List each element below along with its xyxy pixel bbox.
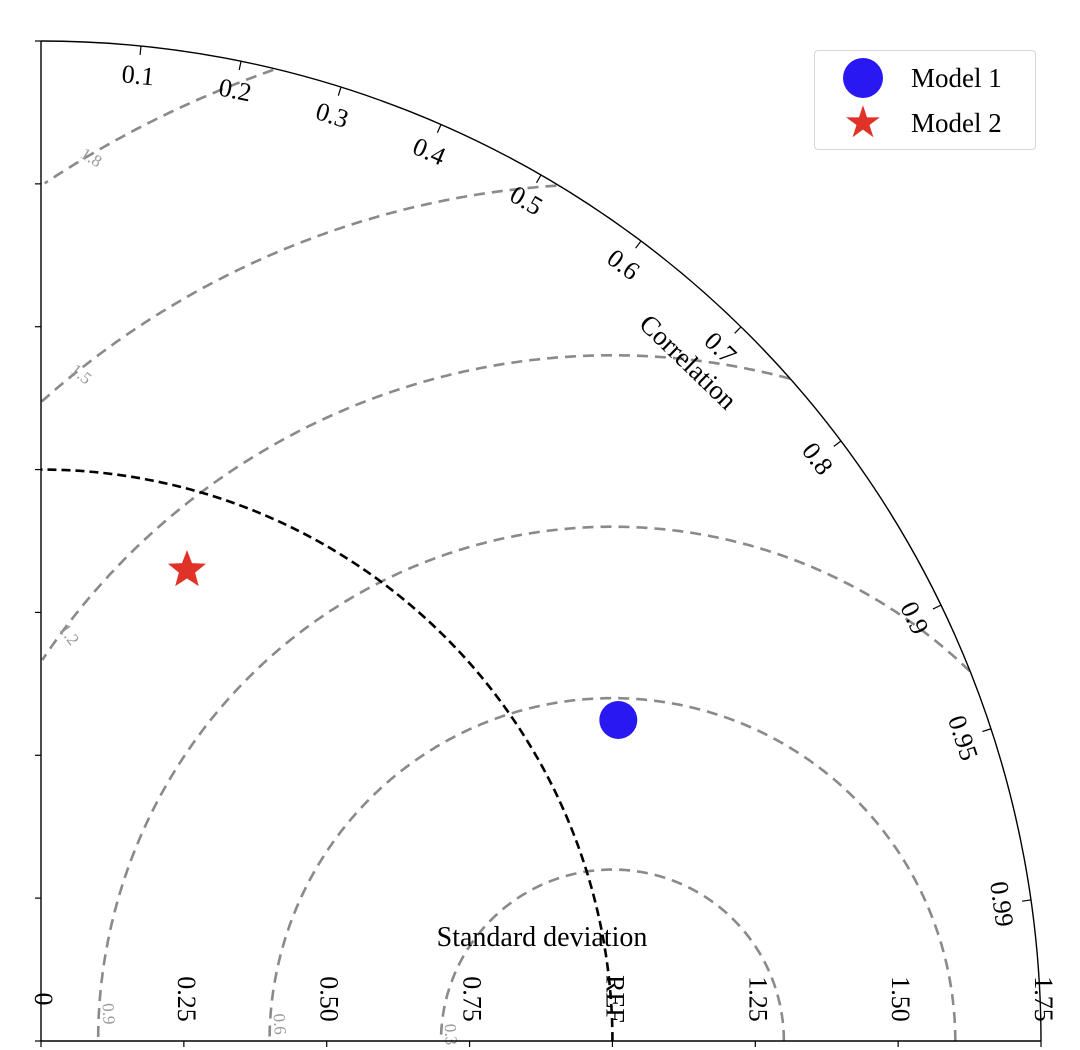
std-tick-label: 1.25 <box>743 976 772 1022</box>
correlation-tick <box>535 174 542 184</box>
correlation-tick-label: 0.95 <box>942 712 984 764</box>
correlation-tick <box>833 440 842 447</box>
rms-contour <box>41 353 791 661</box>
std-tick-label: 1.75 <box>1029 976 1058 1022</box>
rms-contour-label: 1.2 <box>55 620 83 648</box>
data-points <box>167 550 638 739</box>
point-model-1 <box>599 701 638 739</box>
rms-contour-label: 0.9 <box>98 1003 118 1025</box>
rms-contour <box>96 525 971 1041</box>
correlation-tick <box>932 604 942 610</box>
correlation-ticks: 0.1 0.20.30.40.50.60.70.80.90.950.99 <box>120 45 1032 929</box>
correlation-tick-label: 0.2 <box>216 73 254 108</box>
correlation-tick-label: 0.4 <box>409 132 450 172</box>
correlation-arc <box>40 40 1042 1042</box>
rms-contours: 0.30.60.91.21.51.8 <box>40 68 971 1046</box>
axes-frame <box>40 40 1042 1042</box>
correlation-tick-label: 0.1 <box>120 59 155 91</box>
reference-std-arc <box>40 468 614 1042</box>
std-tick-label: 0.50 <box>315 976 344 1022</box>
std-ticks: 0 0.25 0.50 0.75 REF 1.25 1.50 1.75 <box>29 40 1058 1047</box>
std-tick-label: 0.75 <box>458 976 487 1022</box>
correlation-tick <box>139 45 142 56</box>
correlation-tick <box>1022 899 1032 902</box>
legend-entry-model-1: Model 1 <box>815 58 1002 98</box>
correlation-tick-label: 0.5 <box>505 180 548 221</box>
correlation-tick-label: 0.8 <box>796 437 839 480</box>
circle-marker-icon <box>843 58 883 98</box>
correlation-tick <box>337 86 342 96</box>
correlation-tick <box>436 124 442 133</box>
rms-contour-label: 0.6 <box>270 1013 290 1035</box>
rms-contour <box>43 68 274 185</box>
correlation-tick-label: 0.99 <box>984 880 1019 929</box>
legend-entry-model-2: ★ Model 2 <box>815 97 1002 148</box>
correlation-tick <box>734 326 742 334</box>
std-tick-label: 1.50 <box>886 976 915 1022</box>
point-model-2 <box>167 550 206 587</box>
x-axis-label: Standard deviation <box>437 922 648 953</box>
legend-label-model-1: Model 1 <box>911 62 1002 93</box>
std-tick-label: REF <box>600 975 629 1023</box>
correlation-tick-label: 0.6 <box>602 243 645 286</box>
legend: Model 1 ★ Model 2 <box>814 50 1036 150</box>
rms-contour-label: 0.3 <box>441 1023 461 1045</box>
rms-contour-label: 1.5 <box>67 360 95 388</box>
correlation-tick-label: 0.9 <box>894 597 934 639</box>
correlation-tick-label: 0.3 <box>312 96 352 133</box>
legend-label-model-2: Model 2 <box>911 107 1002 138</box>
correlation-tick <box>238 61 242 71</box>
star-marker-icon: ★ <box>843 97 883 148</box>
correlation-tick <box>982 728 992 733</box>
rms-contour <box>40 184 557 403</box>
correlation-tick <box>635 240 642 249</box>
reference-arc <box>40 468 614 1042</box>
std-tick-label: 0.25 <box>172 976 201 1022</box>
std-tick-label: 0 <box>29 993 58 1006</box>
